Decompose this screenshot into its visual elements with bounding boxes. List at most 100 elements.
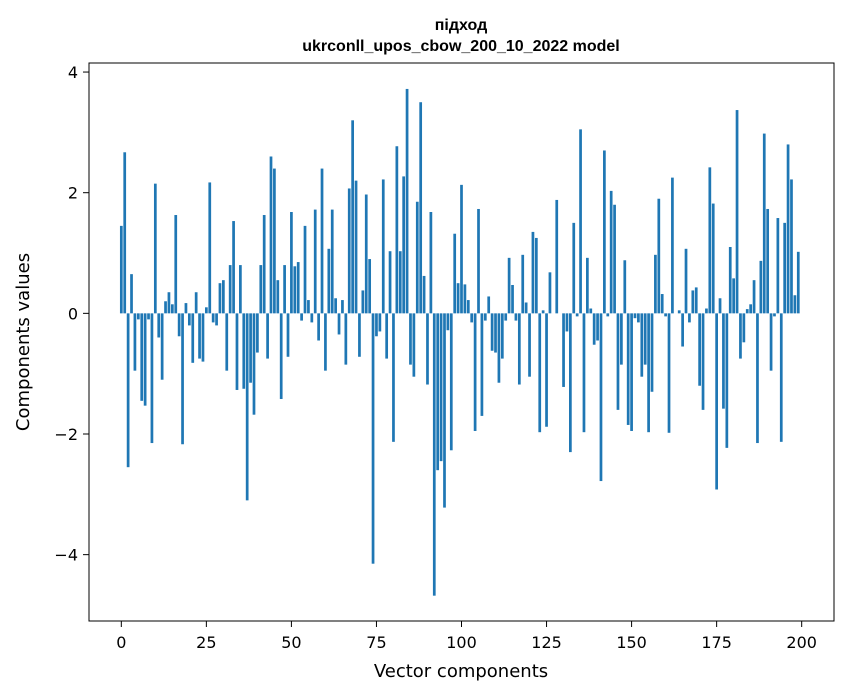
- bar-18: [181, 313, 184, 445]
- bar-135: [579, 129, 582, 314]
- bar-13: [164, 301, 167, 314]
- bar-142: [603, 150, 606, 314]
- bar-143: [606, 313, 610, 317]
- bar-105: [477, 208, 480, 314]
- bar-33: [232, 221, 235, 314]
- bar-166: [684, 248, 688, 314]
- bar-67: [347, 188, 351, 314]
- bar-151: [633, 313, 637, 319]
- bar-59: [320, 168, 324, 314]
- bar-195: [783, 222, 787, 314]
- bar-180: [732, 278, 736, 314]
- bar-156: [650, 313, 654, 392]
- bar-134: [575, 313, 579, 317]
- bar-82: [398, 251, 402, 314]
- bar-21: [191, 313, 195, 363]
- bar-31: [225, 313, 229, 371]
- bar-7: [143, 313, 147, 406]
- bar-101: [463, 284, 467, 314]
- bar-148: [623, 260, 627, 314]
- bar-19: [184, 303, 188, 314]
- bar-108: [487, 296, 491, 314]
- y-axis-ticks: −4 −2 0 2 4: [54, 63, 89, 565]
- bar-22: [194, 292, 198, 314]
- bar-29: [218, 283, 222, 314]
- bar-107: [483, 313, 487, 321]
- x-tick-label-100: 100: [446, 633, 477, 652]
- bar-63: [334, 298, 337, 314]
- bar-133: [572, 222, 576, 314]
- bar-155: [647, 313, 650, 433]
- bar-184: [745, 309, 749, 314]
- bar-40: [256, 313, 259, 353]
- bar-28: [215, 313, 218, 326]
- bar-92: [432, 313, 436, 596]
- bar-119: [524, 302, 528, 314]
- bar-115: [511, 284, 514, 314]
- x-tick-label-75: 75: [366, 633, 386, 652]
- bar-87: [415, 201, 419, 314]
- bar-145: [613, 204, 616, 314]
- bar-30: [222, 280, 225, 314]
- bar-74: [371, 313, 375, 564]
- bar-85: [409, 313, 412, 365]
- bar-55: [307, 300, 310, 314]
- bar-69: [354, 180, 358, 314]
- bar-175: [715, 313, 718, 490]
- bar-89: [422, 275, 426, 314]
- bar-186: [752, 280, 756, 314]
- bar-169: [694, 287, 698, 314]
- bar-118: [521, 254, 525, 314]
- bar-136: [582, 313, 586, 433]
- bar-64: [337, 313, 341, 335]
- bar-75: [375, 313, 378, 337]
- bar-96: [446, 313, 450, 331]
- bar-130: [562, 313, 565, 387]
- chart-title-line-2: ukrconll_upos_cbow_200_10_2022 model: [302, 38, 619, 55]
- bar-70: [358, 313, 361, 357]
- x-tick-label-150: 150: [616, 633, 647, 652]
- bar-109: [490, 313, 494, 351]
- bar-38: [249, 313, 252, 383]
- bars-group: [119, 88, 800, 596]
- bar-182: [739, 313, 742, 359]
- bar-88: [419, 102, 423, 314]
- bar-83: [402, 176, 406, 314]
- bar-10: [153, 183, 157, 314]
- bar-52: [296, 262, 300, 314]
- bar-150: [630, 313, 633, 431]
- bar-168: [691, 290, 695, 314]
- bar-62: [330, 209, 334, 314]
- bar-43: [266, 313, 269, 359]
- bar-16: [174, 215, 178, 314]
- bar-35: [239, 265, 242, 314]
- bar-8: [147, 313, 150, 320]
- bar-178: [725, 313, 729, 448]
- bar-165: [681, 313, 684, 347]
- bar-102: [466, 300, 470, 314]
- bar-5: [136, 313, 140, 320]
- bar-56: [310, 313, 314, 323]
- bar-100: [460, 184, 463, 314]
- bar-112: [500, 313, 504, 359]
- bar-177: [722, 313, 725, 409]
- bar-147: [620, 313, 623, 365]
- bar-152: [637, 313, 640, 323]
- bar-144: [609, 190, 613, 314]
- bar-98: [453, 233, 457, 314]
- bar-106: [480, 313, 484, 416]
- bar-24: [201, 313, 205, 362]
- bar-71: [361, 290, 365, 314]
- chart-title-line-1: підход: [435, 17, 487, 34]
- bar-141: [599, 313, 603, 482]
- bar-91: [429, 212, 433, 314]
- bar-51: [293, 266, 297, 314]
- bar-12: [160, 313, 164, 380]
- bar-27: [211, 313, 215, 323]
- x-tick-label-200: 200: [786, 633, 817, 652]
- bar-104: [473, 313, 477, 431]
- bar-50: [290, 212, 293, 314]
- bar-116: [514, 313, 518, 321]
- bar-157: [654, 254, 657, 314]
